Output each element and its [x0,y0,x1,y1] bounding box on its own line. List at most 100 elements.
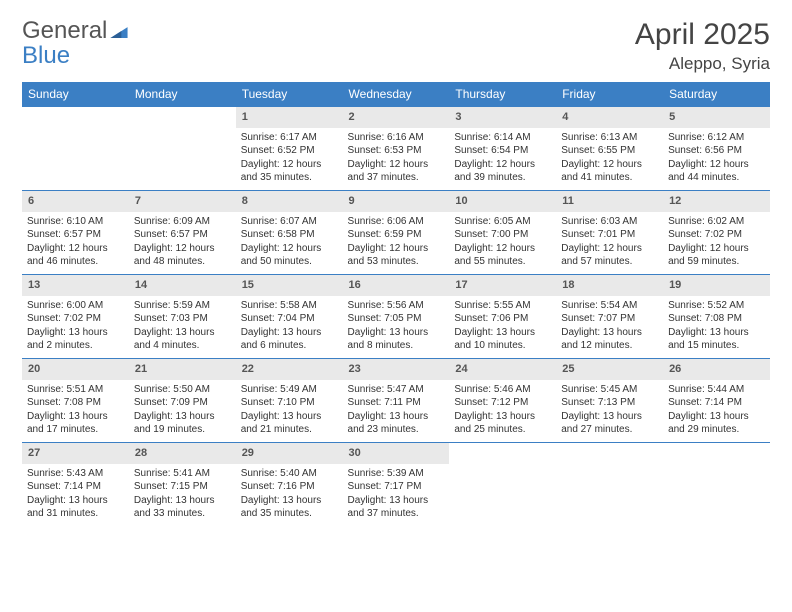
day-body: Sunrise: 5:54 AMSunset: 7:07 PMDaylight:… [556,296,663,357]
weekday-thu: Thursday [449,82,556,107]
sunset-text: Sunset: 7:07 PM [561,312,658,326]
day-number: 18 [556,275,663,296]
day-body: Sunrise: 5:44 AMSunset: 7:14 PMDaylight:… [663,380,770,441]
sunset-text: Sunset: 7:12 PM [454,396,551,410]
calendar-cell: 3Sunrise: 6:14 AMSunset: 6:54 PMDaylight… [449,107,556,191]
sunset-text: Sunset: 6:57 PM [27,228,124,242]
logo-arrow-icon [109,18,129,43]
day-number: 3 [449,107,556,128]
sunrise-text: Sunrise: 5:41 AM [134,467,231,481]
sunrise-text: Sunrise: 6:07 AM [241,215,338,229]
day-body: Sunrise: 5:51 AMSunset: 7:08 PMDaylight:… [22,380,129,441]
sunrise-text: Sunrise: 6:02 AM [668,215,765,229]
daylight-text: Daylight: 12 hours and 53 minutes. [348,242,445,269]
daylight-text: Daylight: 13 hours and 19 minutes. [134,410,231,437]
calendar-cell: 5Sunrise: 6:12 AMSunset: 6:56 PMDaylight… [663,107,770,191]
weekday-mon: Monday [129,82,236,107]
logo: GeneralBlue [22,18,129,68]
day-number: 7 [129,191,236,212]
day-number: 20 [22,359,129,380]
sunset-text: Sunset: 7:10 PM [241,396,338,410]
day-number: 4 [556,107,663,128]
calendar-cell: 15Sunrise: 5:58 AMSunset: 7:04 PMDayligh… [236,275,343,359]
calendar-row: 6Sunrise: 6:10 AMSunset: 6:57 PMDaylight… [22,191,770,275]
daylight-text: Daylight: 13 hours and 35 minutes. [241,494,338,521]
daylight-text: Daylight: 12 hours and 59 minutes. [668,242,765,269]
daylight-text: Daylight: 13 hours and 10 minutes. [454,326,551,353]
calendar-cell: 7Sunrise: 6:09 AMSunset: 6:57 PMDaylight… [129,191,236,275]
sunrise-text: Sunrise: 6:12 AM [668,131,765,145]
daylight-text: Daylight: 12 hours and 48 minutes. [134,242,231,269]
calendar-row: 13Sunrise: 6:00 AMSunset: 7:02 PMDayligh… [22,275,770,359]
sunrise-text: Sunrise: 6:03 AM [561,215,658,229]
weekday-sat: Saturday [663,82,770,107]
calendar-cell: 17Sunrise: 5:55 AMSunset: 7:06 PMDayligh… [449,275,556,359]
day-number: 29 [236,443,343,464]
sunset-text: Sunset: 6:55 PM [561,144,658,158]
daylight-text: Daylight: 13 hours and 27 minutes. [561,410,658,437]
daylight-text: Daylight: 12 hours and 55 minutes. [454,242,551,269]
calendar-cell [129,107,236,191]
day-number: 25 [556,359,663,380]
day-number: 8 [236,191,343,212]
sunset-text: Sunset: 7:09 PM [134,396,231,410]
calendar-cell: 20Sunrise: 5:51 AMSunset: 7:08 PMDayligh… [22,359,129,443]
sunrise-text: Sunrise: 5:46 AM [454,383,551,397]
sunrise-text: Sunrise: 5:44 AM [668,383,765,397]
sunrise-text: Sunrise: 5:58 AM [241,299,338,313]
sunset-text: Sunset: 7:05 PM [348,312,445,326]
calendar-cell: 28Sunrise: 5:41 AMSunset: 7:15 PMDayligh… [129,443,236,527]
calendar-cell: 1Sunrise: 6:17 AMSunset: 6:52 PMDaylight… [236,107,343,191]
daylight-text: Daylight: 13 hours and 33 minutes. [134,494,231,521]
calendar-row: 27Sunrise: 5:43 AMSunset: 7:14 PMDayligh… [22,443,770,527]
daylight-text: Daylight: 13 hours and 37 minutes. [348,494,445,521]
calendar-cell: 14Sunrise: 5:59 AMSunset: 7:03 PMDayligh… [129,275,236,359]
calendar-cell [22,107,129,191]
sunset-text: Sunset: 7:13 PM [561,396,658,410]
weekday-sun: Sunday [22,82,129,107]
sunset-text: Sunset: 6:59 PM [348,228,445,242]
daylight-text: Daylight: 12 hours and 57 minutes. [561,242,658,269]
day-body: Sunrise: 6:09 AMSunset: 6:57 PMDaylight:… [129,212,236,273]
day-body: Sunrise: 6:05 AMSunset: 7:00 PMDaylight:… [449,212,556,273]
sunset-text: Sunset: 7:08 PM [668,312,765,326]
day-body: Sunrise: 6:02 AMSunset: 7:02 PMDaylight:… [663,212,770,273]
sunset-text: Sunset: 7:15 PM [134,480,231,494]
sunrise-text: Sunrise: 5:50 AM [134,383,231,397]
daylight-text: Daylight: 12 hours and 35 minutes. [241,158,338,185]
daylight-text: Daylight: 13 hours and 15 minutes. [668,326,765,353]
logo-text-2: Blue [22,42,70,69]
day-body: Sunrise: 5:40 AMSunset: 7:16 PMDaylight:… [236,464,343,525]
day-body: Sunrise: 5:49 AMSunset: 7:10 PMDaylight:… [236,380,343,441]
daylight-text: Daylight: 12 hours and 41 minutes. [561,158,658,185]
sunrise-text: Sunrise: 6:17 AM [241,131,338,145]
sunrise-text: Sunrise: 5:55 AM [454,299,551,313]
calendar-table: Sunday Monday Tuesday Wednesday Thursday… [22,82,770,527]
day-number: 14 [129,275,236,296]
calendar-cell: 22Sunrise: 5:49 AMSunset: 7:10 PMDayligh… [236,359,343,443]
sunset-text: Sunset: 6:54 PM [454,144,551,158]
sunrise-text: Sunrise: 6:13 AM [561,131,658,145]
weekday-wed: Wednesday [343,82,450,107]
day-number: 2 [343,107,450,128]
day-body: Sunrise: 5:59 AMSunset: 7:03 PMDaylight:… [129,296,236,357]
day-number: 27 [22,443,129,464]
sunrise-text: Sunrise: 6:06 AM [348,215,445,229]
day-number: 19 [663,275,770,296]
sunset-text: Sunset: 7:01 PM [561,228,658,242]
day-number: 5 [663,107,770,128]
daylight-text: Daylight: 12 hours and 50 minutes. [241,242,338,269]
calendar-cell: 2Sunrise: 6:16 AMSunset: 6:53 PMDaylight… [343,107,450,191]
daylight-text: Daylight: 12 hours and 44 minutes. [668,158,765,185]
calendar-cell: 18Sunrise: 5:54 AMSunset: 7:07 PMDayligh… [556,275,663,359]
day-body: Sunrise: 5:46 AMSunset: 7:12 PMDaylight:… [449,380,556,441]
day-number: 22 [236,359,343,380]
day-body: Sunrise: 5:56 AMSunset: 7:05 PMDaylight:… [343,296,450,357]
sunrise-text: Sunrise: 6:05 AM [454,215,551,229]
sunset-text: Sunset: 7:02 PM [668,228,765,242]
daylight-text: Daylight: 13 hours and 21 minutes. [241,410,338,437]
sunrise-text: Sunrise: 5:59 AM [134,299,231,313]
daylight-text: Daylight: 12 hours and 37 minutes. [348,158,445,185]
sunset-text: Sunset: 7:17 PM [348,480,445,494]
sunrise-text: Sunrise: 5:52 AM [668,299,765,313]
